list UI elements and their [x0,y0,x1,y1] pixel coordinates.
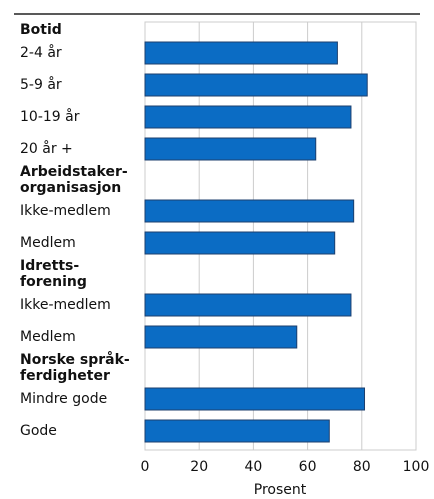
x-tick-label: 100 [403,459,430,475]
bar [144,231,336,255]
group-header: forening [20,274,87,290]
bar [144,105,352,129]
bar [144,387,366,411]
group-header: Arbeidstaker- [20,164,128,180]
group-header: ferdigheter [20,368,110,384]
x-tick-label: 60 [299,459,317,475]
category-label: 10-19 år [20,108,80,125]
category-label: Medlem [20,329,76,345]
category-label: 2-4 år [20,44,62,61]
bar [144,199,355,223]
bar [144,41,338,65]
bar [144,73,368,97]
group-header: Norske språk- [20,351,130,368]
group-header: Idretts- [20,258,79,274]
x-tick-label: 80 [353,459,371,475]
bar [144,419,330,443]
x-tick-label: 20 [190,459,208,475]
group-header: organisasjon [20,180,121,196]
category-label: Mindre gode [20,391,107,407]
category-label: Medlem [20,235,76,251]
category-label: Ikke-medlem [20,297,111,313]
category-label: 20 år + [20,140,73,157]
category-label: 5-9 år [20,76,62,93]
x-tick-label: 0 [141,459,150,475]
category-label: Gode [20,423,57,439]
bar [144,325,298,349]
bar [144,137,317,161]
x-tick-label: 40 [244,459,262,475]
bar [144,293,352,317]
x-axis-label: Prosent [254,482,307,498]
category-label: Ikke-medlem [20,203,111,219]
group-header: Botid [20,22,62,38]
